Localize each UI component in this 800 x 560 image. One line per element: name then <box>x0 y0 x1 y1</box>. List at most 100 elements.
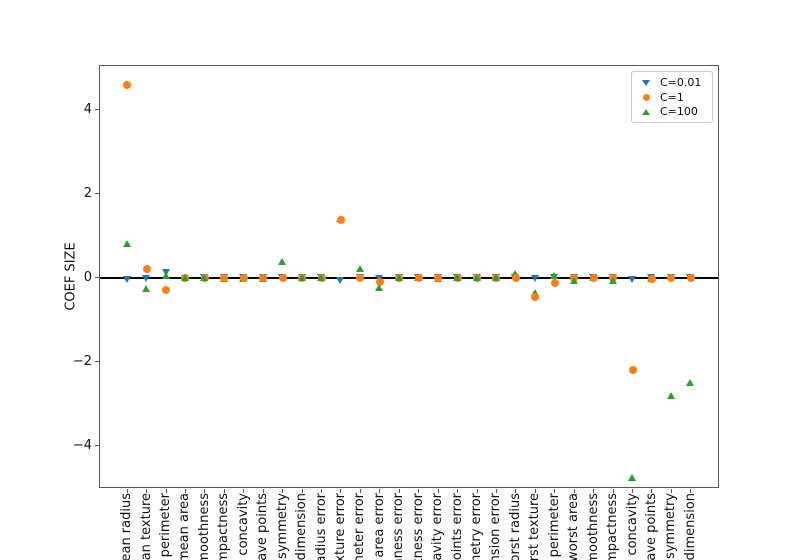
x-tick-label: symmetry error <box>469 493 485 560</box>
marker-c-100 <box>161 272 170 280</box>
marker-c-100 <box>297 274 306 282</box>
x-tick-mark <box>126 489 128 493</box>
marker-c-0-01 <box>142 275 151 283</box>
x-tick-label: worst radius <box>507 493 523 560</box>
marker-c-1 <box>647 274 656 283</box>
zero-line <box>100 277 718 279</box>
x-tick-label: mean fractal dimension <box>294 493 309 560</box>
marker-c-100 <box>530 288 539 296</box>
x-tick-label: texture error <box>332 493 348 560</box>
marker-c-100 <box>200 274 209 282</box>
x-tick-mark <box>204 489 206 493</box>
x-tick-label: perimeter error <box>352 493 368 560</box>
x-tick-mark <box>165 489 167 493</box>
marker-c-1 <box>142 265 151 274</box>
y-tick-mark <box>95 109 99 111</box>
x-tick-label: area error <box>371 493 387 558</box>
marker-c-1 <box>511 274 520 283</box>
marker-c-1 <box>628 365 637 374</box>
marker-c-100 <box>180 274 189 282</box>
legend-label: C=100 <box>660 105 698 119</box>
marker-c-0-01 <box>336 276 345 284</box>
marker-c-100 <box>278 258 287 266</box>
x-tick-label: mean compactness <box>216 493 232 560</box>
x-tick-label: worst compactness <box>605 493 621 560</box>
x-tick-label: concave points error <box>449 493 465 560</box>
y-tick-label: −2 <box>72 353 92 369</box>
x-tick-mark <box>690 489 692 493</box>
x-tick-label: worst fractal dimension <box>683 493 698 560</box>
marker-c-100 <box>453 274 462 282</box>
y-tick-label: −4 <box>72 437 92 453</box>
x-tick-mark <box>554 489 556 493</box>
x-tick-label: mean radius <box>119 493 135 560</box>
marker-c-100 <box>628 473 636 481</box>
marker-c-100 <box>686 379 695 387</box>
marker-c-100 <box>375 283 384 291</box>
x-tick-mark <box>262 489 264 493</box>
circle-icon <box>639 94 653 102</box>
x-tick-mark <box>243 489 245 493</box>
x-tick-mark <box>223 489 225 493</box>
x-tick-mark <box>437 489 439 493</box>
circle-glyph <box>642 94 650 102</box>
legend-row: C=100 <box>639 105 706 120</box>
marker-c-1 <box>434 273 443 282</box>
x-tick-mark <box>398 489 400 493</box>
x-tick-mark <box>379 489 381 493</box>
y-tick-label: 0 <box>83 269 92 285</box>
marker-c-1 <box>550 278 559 287</box>
y-tick-label: 4 <box>83 101 92 117</box>
x-tick-mark <box>593 489 595 493</box>
marker-c-1 <box>336 216 345 224</box>
marker-c-100 <box>550 271 559 279</box>
y-tick-mark <box>95 445 99 447</box>
x-tick-label: worst smoothness <box>585 493 601 560</box>
marker-c-100 <box>142 284 151 292</box>
y-tick-label: 2 <box>83 185 92 201</box>
x-tick-mark <box>457 489 459 493</box>
x-tick-label: worst perimeter <box>546 493 562 560</box>
marker-c-100 <box>511 269 520 277</box>
x-tick-label: mean texture <box>138 493 154 560</box>
legend-label: C=0.01 <box>660 76 702 90</box>
marker-c-100 <box>317 273 326 281</box>
marker-c-100 <box>666 391 675 399</box>
x-tick-label: mean smoothness <box>196 493 212 560</box>
x-tick-label: smoothness error <box>391 493 407 560</box>
marker-c-100 <box>569 276 578 284</box>
legend-row: C=1 <box>639 91 706 106</box>
marker-c-1 <box>162 285 171 294</box>
marker-c-100 <box>472 274 481 282</box>
x-tick-label: radius error <box>313 493 329 560</box>
x-tick-label: worst texture <box>527 493 543 560</box>
triangle-down-glyph <box>642 80 650 87</box>
x-tick-mark <box>146 489 148 493</box>
x-tick-mark <box>282 489 284 493</box>
marker-c-1 <box>531 293 540 302</box>
marker-c-100 <box>394 274 403 282</box>
x-tick-label: worst concavity <box>624 493 640 560</box>
marker-c-0-01 <box>628 275 636 283</box>
x-tick-mark <box>515 489 517 493</box>
marker-c-1 <box>123 80 132 89</box>
marker-c-0-01 <box>530 275 539 283</box>
triangle-up-icon <box>639 109 653 116</box>
x-tick-mark <box>321 489 323 493</box>
marker-c-100 <box>608 276 617 284</box>
x-tick-mark <box>573 489 575 493</box>
x-tick-mark <box>651 489 653 493</box>
y-tick-mark <box>95 277 99 279</box>
x-tick-label: concavity error <box>430 493 446 560</box>
triangle-up-glyph <box>642 109 650 116</box>
x-tick-mark <box>612 489 614 493</box>
triangle-down-icon <box>639 80 653 87</box>
marker-c-1 <box>356 273 365 282</box>
x-tick-mark <box>184 489 186 493</box>
x-tick-mark <box>534 489 536 493</box>
legend-row: C=0.01 <box>639 76 706 91</box>
x-tick-label: mean symmetry <box>274 493 290 560</box>
legend: C=0.01 C=1 C=100 <box>631 71 713 123</box>
marker-c-1 <box>278 273 287 282</box>
